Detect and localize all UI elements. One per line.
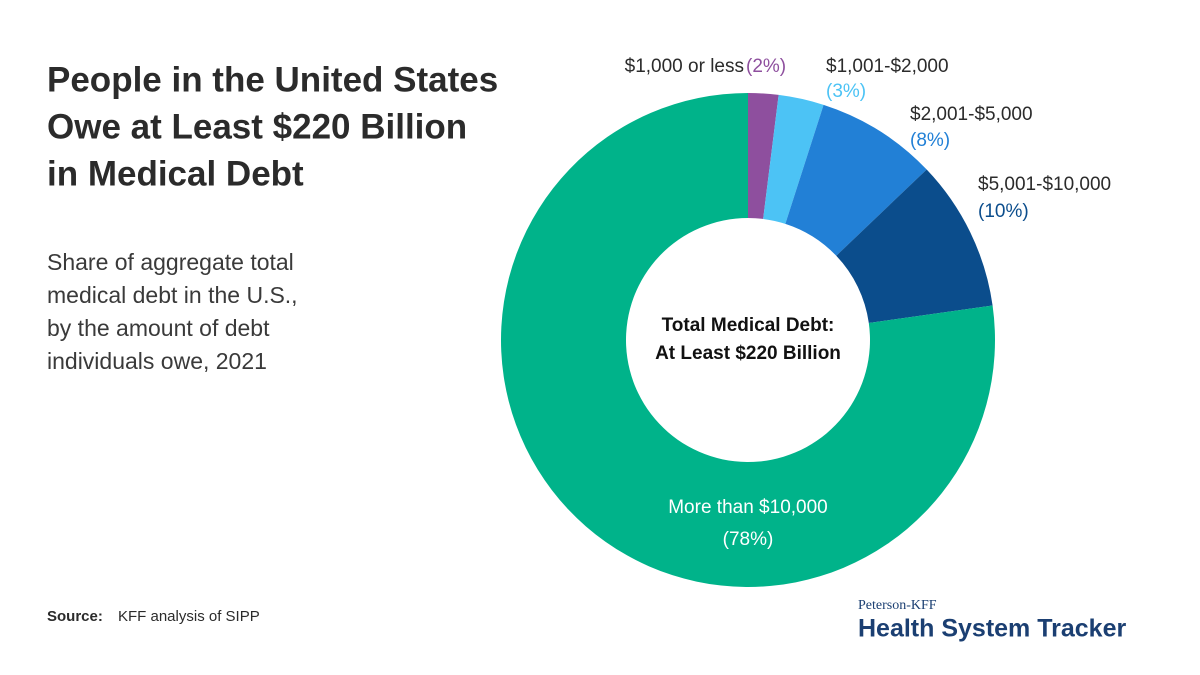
donut-slice: [500, 93, 995, 588]
center-text: Total Medical Debt:: [662, 315, 835, 336]
chart-subtitle: medical debt in the U.S.,: [47, 282, 298, 308]
slice-value-label: (10%): [978, 201, 1029, 222]
donut-slice: [785, 104, 927, 256]
donut-slice: [763, 94, 824, 224]
slice-value-label: (78%): [723, 529, 774, 550]
chart-title: in Medical Debt: [47, 154, 304, 193]
source: KFF analysis of SIPP: [118, 608, 260, 625]
chart-subtitle: individuals owe, 2021: [47, 348, 267, 374]
slice-value-label: (2%): [746, 56, 786, 77]
logo-line2: Health System Tracker: [858, 615, 1126, 643]
logo-line1: Peterson-KFF: [858, 598, 937, 613]
slice-label: More than $10,000: [668, 497, 828, 518]
donut-slice: [836, 169, 993, 323]
slice-value-label: (3%): [826, 81, 866, 102]
slice-label: $1,001-$2,000: [826, 56, 949, 77]
chart-title: People in the United States: [47, 60, 498, 99]
slice-label: $5,001-$10,000: [978, 174, 1111, 195]
slice-label: $1,000 or less: [625, 56, 744, 77]
chart-title: Owe at Least $220 Billion: [47, 107, 467, 146]
chart-subtitle: by the amount of debt: [47, 315, 270, 341]
donut-slice: [748, 93, 779, 219]
chart-subtitle: Share of aggregate total: [47, 249, 294, 275]
slice-value-label: (8%): [910, 130, 950, 151]
source-label: Source:: [47, 608, 103, 625]
center-text: At Least $220 Billion: [655, 343, 841, 364]
slice-label: $2,001-$5,000: [910, 104, 1033, 125]
